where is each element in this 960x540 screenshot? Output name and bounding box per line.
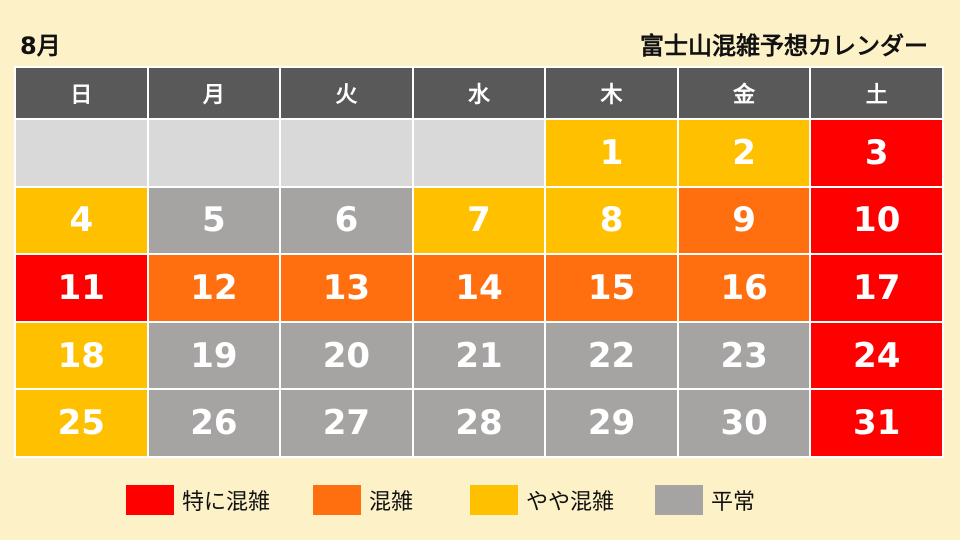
legend-item-normal: 平常 [655,484,755,516]
day-cell-26: 26 [148,390,280,456]
day-cell-17: 17 [811,255,942,321]
day-cell-2: 2 [678,120,810,186]
legend-label: 特に混雑 [182,490,271,515]
weekday-header: 月 [148,68,280,118]
weekday-header: 金 [678,68,810,118]
day-cell-27: 27 [281,390,412,456]
weekday-header: 水 [413,68,545,118]
legend-item-slight: やや混雑 [470,484,614,516]
weekday-header: 日 [16,68,147,118]
weekday-header: 土 [811,68,942,118]
empty-day-cell [16,120,147,186]
day-cell-5: 5 [148,187,280,254]
day-cell-20: 20 [281,322,412,389]
day-cell-7: 7 [413,187,545,254]
empty-day-cell [413,120,545,186]
crowd-calendar-grid: 日月火水木金土 1 2 3 4 5 6 7 8 9 10 11 12 13 14 15 16 17 18 19 20 21… [14,66,944,458]
day-cell-18: 18 [16,322,147,389]
day-cell-22: 22 [546,322,677,389]
legend-swatch [313,485,361,515]
day-cell-10: 10 [811,187,942,254]
legend-label: やや混雑 [526,490,615,515]
day-cell-13: 13 [281,255,412,321]
calendar-title: 富士山混雑予想カレンダー [640,32,928,60]
day-cell-4: 4 [16,187,147,254]
legend-swatch [126,485,174,515]
day-cell-12: 12 [148,255,280,321]
legend-label: 混雑 [369,490,414,515]
day-cell-11: 11 [16,255,147,321]
legend-item-crowded: 混雑 [313,484,413,516]
day-cell-14: 14 [413,255,545,321]
day-cell-9: 9 [678,187,810,254]
day-cell-21: 21 [413,322,545,389]
day-cell-24: 24 [811,322,942,389]
day-cell-8: 8 [546,187,677,254]
weekday-header: 火 [281,68,412,118]
legend-swatch [470,485,518,515]
legend-label: 平常 [711,490,756,515]
month-label: 8月 [20,32,61,60]
day-cell-16: 16 [678,255,810,321]
day-cell-31: 31 [811,390,942,456]
weekday-header: 木 [546,68,677,118]
day-cell-30: 30 [678,390,810,456]
legend: 特に混雑 混雑 やや混雑 平常 [0,484,960,516]
legend-item-very: 特に混雑 [126,484,270,516]
day-cell-29: 29 [546,390,677,456]
day-cell-28: 28 [413,390,545,456]
day-cell-3: 3 [811,120,942,186]
day-cell-15: 15 [546,255,677,321]
day-cell-23: 23 [678,322,810,389]
empty-day-cell [148,120,280,186]
day-cell-6: 6 [281,187,412,254]
day-cell-1: 1 [546,120,677,186]
empty-day-cell [281,120,412,186]
day-cell-19: 19 [148,322,280,389]
legend-swatch [655,485,703,515]
day-cell-25: 25 [16,390,147,456]
